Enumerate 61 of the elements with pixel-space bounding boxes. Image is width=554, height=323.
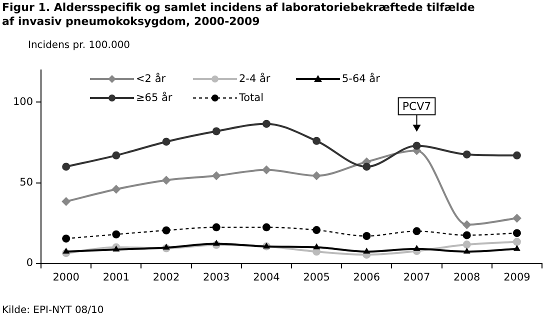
point: [162, 244, 170, 250]
point: [363, 248, 370, 254]
x-tick-label: 2009: [504, 271, 530, 284]
point: [162, 138, 170, 146]
point: [463, 248, 470, 254]
point: [312, 226, 321, 234]
y-tick-label: 50: [20, 176, 34, 189]
point: [62, 248, 70, 254]
x-tick-label: 2005: [303, 271, 330, 284]
text: Kilde: EPI-NYT 08/10: [2, 305, 104, 316]
point: [313, 243, 320, 250]
point: [112, 230, 120, 238]
x-tick-label: 2000: [52, 271, 80, 284]
point: [162, 226, 170, 234]
x-tick-label: 2006: [353, 271, 380, 284]
point: [262, 120, 270, 128]
point: [512, 214, 522, 223]
point: [62, 162, 70, 171]
x-tick-label: 2002: [152, 271, 180, 284]
point: [212, 171, 221, 180]
legend-label: Total: [239, 92, 264, 104]
point: [262, 165, 271, 174]
point: [462, 240, 471, 249]
point: [62, 197, 71, 206]
point: [112, 184, 121, 194]
point: [413, 244, 420, 251]
point: [212, 223, 220, 232]
point: [462, 150, 471, 158]
y-tick-label: 100: [12, 96, 34, 108]
point: [462, 220, 472, 230]
y-axis-title: Incidens pr. 100.000: [28, 40, 130, 51]
legend-label: 5-64 år: [342, 72, 380, 84]
x-tick-label: 2003: [203, 271, 230, 284]
x-tick-label: 2004: [253, 271, 280, 284]
x-tick-label: 2001: [102, 271, 130, 284]
x-tick-label: 2007: [403, 271, 430, 284]
point: [112, 246, 120, 252]
point: [212, 240, 220, 246]
point: [312, 171, 322, 180]
point: [62, 234, 70, 243]
point: [512, 238, 521, 246]
point: [513, 244, 520, 251]
point: [312, 136, 321, 145]
y-tick-label: 0: [26, 257, 34, 270]
annotation: PCV7: [402, 100, 432, 114]
point: [512, 151, 521, 160]
legend-label: 2-4 år: [239, 72, 270, 84]
point: [462, 231, 471, 240]
point: [112, 151, 120, 160]
x-tick-label: 2008: [453, 271, 480, 284]
point: [412, 142, 421, 150]
legend-label: <2 år: [136, 72, 166, 84]
point: [512, 229, 521, 238]
legend-label: ≥65 år: [136, 92, 172, 104]
point: [212, 127, 220, 136]
point: [262, 223, 270, 232]
point: [162, 176, 171, 185]
point: [412, 227, 421, 236]
point: [362, 162, 371, 171]
chart-title: Figur 1. Aldersspecifik og samlet incidens af laboratoriebekræftede tilfælde af invasiv pneumokoksygdom, 2000-2009: [2, 1, 476, 29]
point: [362, 232, 371, 240]
